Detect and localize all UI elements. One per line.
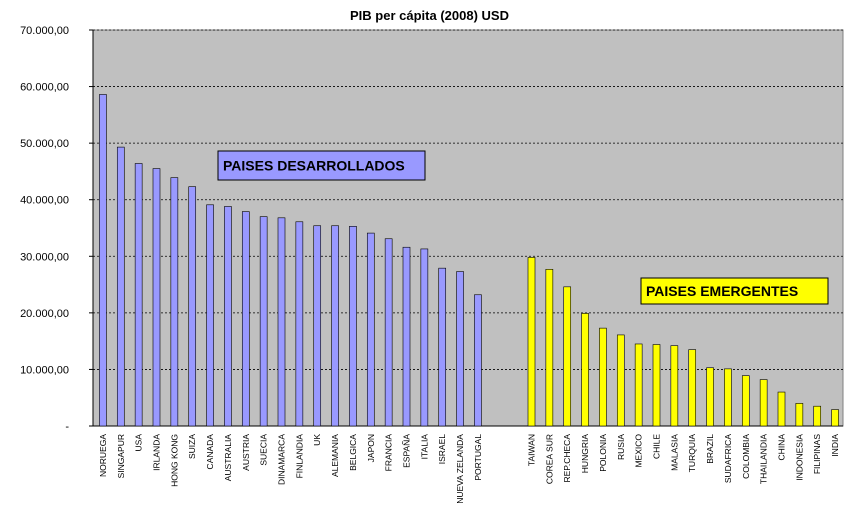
x-tick-label: FILIPINAS [812,434,822,474]
bar-taiwan [527,257,536,427]
x-tick-label: UK [312,434,322,446]
bar-rusia [616,334,625,427]
y-tick-label: 60.000,00 [20,82,69,94]
bar-hungria [581,313,589,427]
x-tick-label: NUEVA ZELANDA [455,434,465,504]
bar-mexico [634,343,643,427]
x-tick-label: SUIZA [187,434,197,459]
annotation-paises-desarrollados: PAISES DESARROLLADOS [223,158,405,174]
bar-canada [206,204,214,427]
x-tick-label: CHINA [777,434,787,461]
y-tick-label: 50.000,00 [20,138,69,150]
bar-israel [438,267,447,427]
annotation-paises-emergentes-box [640,277,829,305]
bar-colombia [741,375,750,427]
x-tick-label: FRANCIA [384,434,394,472]
bar-malasia [670,345,679,427]
plot-area [92,29,844,427]
x-tick-label: DINAMARCA [277,434,287,485]
bar-chile [652,344,661,427]
x-tick-label: RUSIA [616,434,626,460]
x-tick-label: TAIWAN [527,434,537,466]
bar-singapur [116,146,125,427]
x-tick-label: ESPAÑA [402,434,412,468]
x-tick-label: POLONIA [598,434,608,472]
x-tick-label: CHILE [652,434,662,459]
x-tick-label: SINGAPUR [116,434,126,478]
x-tick-label: USA [134,434,144,452]
x-tick-label: AUSTRALIA [223,434,233,482]
annotation-paises-emergentes: PAISES EMERGENTES [646,283,798,299]
y-tick-label: 10.000,00 [20,364,69,376]
bar-dinamarca [277,217,286,427]
y-tick-label: 20.000,00 [20,308,69,320]
x-tick-label: HUNGRIA [580,434,590,474]
bar-sudafrica [724,368,732,427]
x-tick-label: BRAZIL [705,434,715,464]
bar-turquia [688,349,697,427]
bar-suiza [188,186,197,427]
bar-india [831,409,839,427]
x-tick-label: FINLANDIA [294,434,304,479]
bar-finlandia [295,221,304,427]
bar-polonia [599,327,607,427]
bar-rep-checa [563,286,572,427]
bar-suecia [259,216,268,427]
bar-portugal [474,294,482,427]
x-tick-label: PORTUGAL [473,434,483,481]
x-tick-label: REP.CHECA [562,434,572,483]
chart-title: PIB per cápita (2008) USD [350,8,509,23]
x-tick-label: INDONESIA [794,434,804,481]
x-tick-label: COREA SUR [544,434,554,484]
y-tick-label: 30.000,00 [20,251,69,263]
bar-usa [134,163,143,427]
annotation-paises-desarrollados-box [217,150,426,181]
bar-corea-sur [545,268,554,427]
x-tick-label: NORUEGA [98,434,108,477]
bar-uk [313,225,322,427]
x-tick-label: HONG KONG [169,434,179,487]
x-tick-label: MALASIA [669,434,679,471]
x-tick-label: ISRAEL [437,434,447,465]
y-tick-label: 70.000,00 [20,25,69,37]
bar-japon [366,232,375,427]
bar-thailandia [759,379,768,427]
bar-alemania [331,225,339,427]
bar-indonesia [795,403,804,427]
x-tick-label: COLOMBIA [741,434,751,479]
x-tick-label: SUDAFRICA [723,434,733,483]
bar-españa [402,246,411,427]
x-tick-label: TURQUIA [687,434,697,473]
y-tick-label: 40.000,00 [20,195,69,207]
bar-belgica [349,226,357,427]
bar-austria [241,211,250,427]
x-tick-label: MEXICO [634,434,644,468]
bar-francia [384,238,393,427]
bar-nueva-zelanda [456,271,464,427]
x-tick-label: ALEMANIA [330,434,340,477]
bar-italia [420,248,429,427]
bar-australia [224,206,232,427]
x-tick-label: INDIA [830,434,840,457]
x-tick-label: BELGICA [348,434,358,471]
y-tick-label: - [65,421,69,433]
bar-irlanda [152,168,161,427]
x-tick-label: ITALIA [419,434,429,460]
bar-filipinas [813,405,822,427]
x-tick-label: JAPON [366,434,376,462]
x-tick-label: AUSTRIA [241,434,251,471]
x-tick-label: CANADA [205,434,215,470]
bar-noruega [99,94,107,427]
bar-china [777,391,786,427]
x-tick-label: IRLANDA [152,434,162,471]
bar-hong-kong [170,177,179,427]
bar-brazil [706,367,714,427]
x-tick-label: THAILANDIA [759,434,769,484]
x-tick-label: SUECIA [259,434,269,466]
